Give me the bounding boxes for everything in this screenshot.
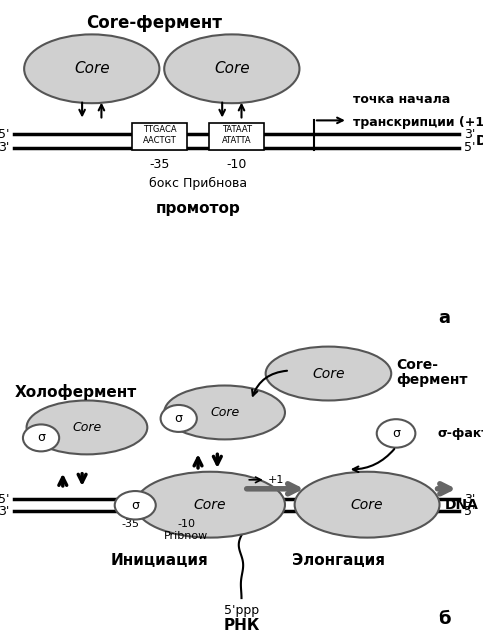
Ellipse shape	[160, 405, 197, 432]
Text: а: а	[439, 309, 450, 327]
Ellipse shape	[27, 401, 147, 454]
Text: б: б	[438, 610, 451, 628]
FancyBboxPatch shape	[209, 123, 264, 150]
Text: Core: Core	[194, 497, 227, 512]
Text: 5': 5'	[464, 505, 475, 518]
Ellipse shape	[266, 347, 391, 401]
Text: Core: Core	[312, 366, 345, 380]
Text: σ: σ	[131, 499, 139, 512]
Ellipse shape	[164, 34, 299, 103]
Text: Core-фермент: Core-фермент	[86, 14, 223, 32]
Text: Core: Core	[351, 497, 384, 512]
FancyBboxPatch shape	[132, 123, 187, 150]
Ellipse shape	[135, 472, 285, 538]
Text: 5'ppp: 5'ppp	[224, 604, 259, 617]
Text: -10: -10	[177, 519, 195, 529]
Text: 5': 5'	[464, 141, 475, 154]
Text: TATAAT
ATATTA: TATAAT ATATTA	[222, 125, 252, 145]
Text: DNA: DNA	[476, 134, 483, 148]
Text: Инициация: Инициация	[111, 553, 208, 568]
Text: DNA: DNA	[444, 498, 478, 512]
Ellipse shape	[23, 424, 59, 452]
Text: РНК: РНК	[223, 617, 260, 633]
Text: промотор: промотор	[156, 201, 241, 216]
Text: точка начала: точка начала	[353, 93, 450, 106]
Text: σ: σ	[175, 412, 183, 425]
Ellipse shape	[295, 472, 440, 538]
Text: +1: +1	[268, 475, 284, 485]
Text: транскрипции (+1): транскрипции (+1)	[353, 115, 483, 129]
Text: σ: σ	[37, 431, 45, 445]
Text: -35: -35	[121, 519, 140, 529]
Ellipse shape	[24, 34, 159, 103]
Text: TTGACA
AACTGT: TTGACA AACTGT	[142, 125, 176, 145]
Text: Core: Core	[72, 421, 101, 434]
Text: Core-: Core-	[396, 357, 438, 371]
Text: 5': 5'	[0, 127, 10, 141]
Text: 5': 5'	[0, 493, 10, 506]
Text: Холофермент: Холофермент	[14, 383, 137, 399]
Ellipse shape	[377, 419, 415, 448]
Text: -10: -10	[227, 158, 247, 171]
Text: 3': 3'	[0, 505, 10, 518]
Text: 3': 3'	[464, 493, 475, 506]
Ellipse shape	[164, 385, 285, 440]
Text: σ-фактор: σ-фактор	[437, 427, 483, 440]
Text: σ: σ	[392, 427, 400, 440]
Text: -35: -35	[149, 158, 170, 171]
Text: 3': 3'	[464, 127, 475, 141]
Text: Core: Core	[74, 61, 110, 76]
Text: Элонгация: Элонгация	[292, 553, 384, 568]
Text: 3': 3'	[0, 141, 10, 154]
Text: бокс Прибнова: бокс Прибнова	[149, 177, 247, 190]
Text: фермент: фермент	[396, 373, 468, 387]
Text: Core: Core	[214, 61, 250, 76]
Text: Pribnow: Pribnow	[164, 531, 208, 541]
Ellipse shape	[115, 491, 156, 520]
Text: Core: Core	[210, 406, 239, 419]
